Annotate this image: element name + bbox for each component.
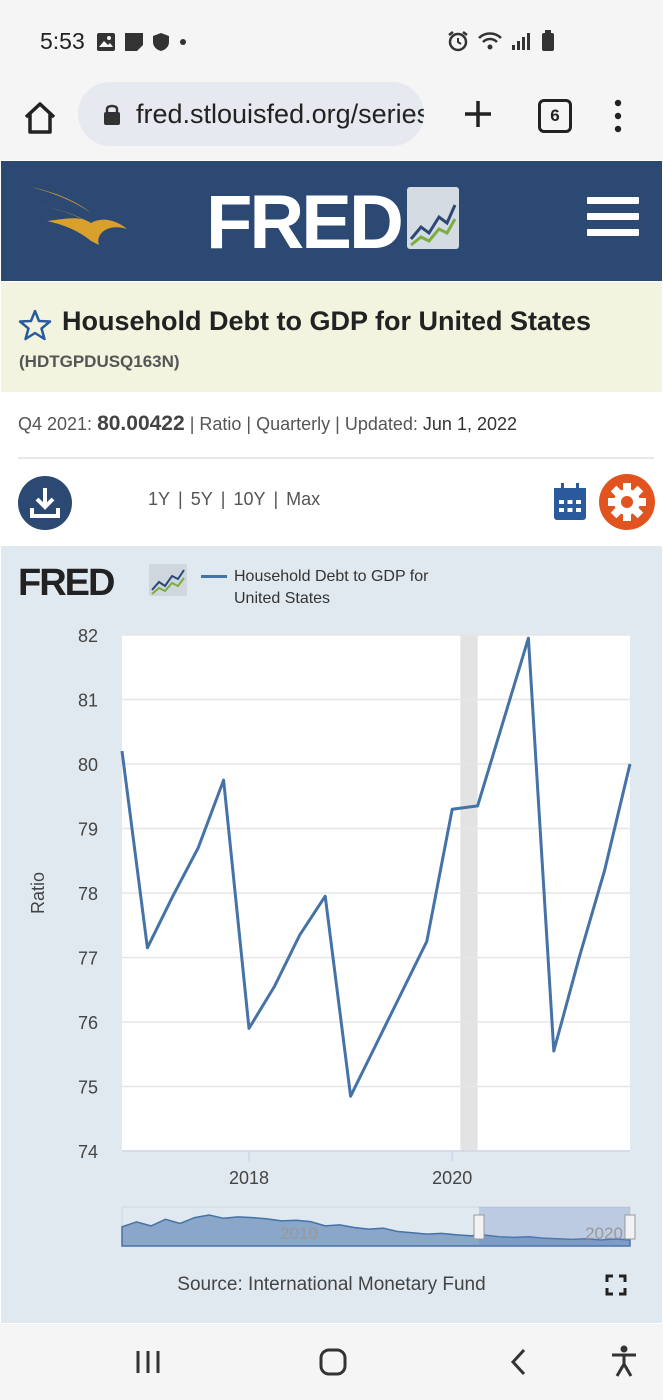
dot-icon: [180, 39, 186, 45]
fullscreen-icon[interactable]: [605, 1274, 627, 1296]
y-tick-label: 77: [78, 949, 98, 969]
recent-apps-icon[interactable]: [134, 1348, 162, 1376]
shield-icon: [153, 33, 169, 51]
more-vert-icon[interactable]: [608, 98, 628, 134]
range-max-button[interactable]: Max: [286, 489, 321, 509]
y-tick-label: 82: [78, 626, 98, 646]
hamburger-menu-icon[interactable]: [587, 197, 639, 245]
updated-date: Jun 1, 2022: [422, 414, 517, 434]
fred-chart-logo-icon: [407, 187, 459, 249]
gallery-icon: [97, 33, 115, 51]
address-bar[interactable]: fred.stlouisfed.org/series/HDTGPDUSQ163N: [78, 82, 424, 146]
navigator-handle[interactable]: [473, 1214, 485, 1240]
note-icon: [125, 33, 143, 51]
range-separator: |: [178, 489, 183, 509]
chart-area: FRED Household Debt to GDP for United St…: [1, 546, 662, 1323]
signal-icon: [512, 33, 530, 50]
x-tick-label: 2020: [432, 1168, 472, 1188]
x-tick-label: 2018: [229, 1168, 269, 1188]
y-tick-label: 79: [78, 820, 98, 840]
range-10y-button[interactable]: 10Y: [233, 489, 266, 509]
frequency: Quarterly: [256, 414, 331, 434]
legend-swatch: [201, 575, 227, 578]
latest-value: 80.00422: [97, 412, 185, 435]
range-separator: |: [220, 489, 226, 509]
navigator-selection: [479, 1207, 630, 1246]
navigator-series: [121, 1214, 631, 1247]
download-icon: [30, 488, 60, 518]
system-nav-bar: [0, 1324, 663, 1400]
navigator-label: 2020: [585, 1224, 623, 1243]
navigator-label: 2010: [280, 1224, 318, 1243]
y-tick-label: 78: [78, 884, 98, 904]
settings-button[interactable]: [599, 474, 655, 530]
back-icon[interactable]: [508, 1347, 530, 1377]
series-title-band: Household Debt to GDP for United States …: [1, 282, 662, 392]
divider: [18, 457, 654, 459]
fred-logo-text[interactable]: FRED: [206, 180, 404, 265]
status-time: 5:53: [40, 28, 85, 54]
home-nav-icon[interactable]: [318, 1347, 348, 1377]
line-chart[interactable]: 74 75 76 77 78 79 80 81 82 2018 2020 Ratio 2010 2020: [1, 546, 662, 1256]
accessibility-icon[interactable]: [609, 1344, 639, 1378]
fred-chart-logo-icon: [149, 564, 187, 596]
y-tick-label: 81: [78, 691, 98, 711]
series-id: (HDTGPDUSQ163N): [19, 352, 180, 371]
battery-icon: [542, 30, 554, 51]
navigator-handle[interactable]: [624, 1214, 636, 1240]
eagle-logo-icon[interactable]: [29, 183, 131, 251]
gear-icon: [608, 483, 646, 521]
legend-label[interactable]: Household Debt to GDP for United States: [234, 568, 429, 607]
y-tick-label: 80: [78, 755, 98, 775]
series-meta: Q4 2021: 80.00422 | Ratio | Quarterly | …: [18, 412, 517, 435]
updated-label: Updated:: [344, 414, 418, 434]
browser-toolbar: fred.stlouisfed.org/series/HDTGPDUSQ163N…: [0, 82, 663, 160]
range-selector: 1Y | 5Y | 10Y | Max: [148, 489, 320, 510]
site-header: FRED: [1, 161, 662, 281]
download-button[interactable]: [18, 476, 72, 530]
tab-switcher-button[interactable]: 6: [538, 99, 572, 133]
y-tick-label: 76: [78, 1013, 98, 1033]
units: Ratio: [199, 414, 242, 434]
url-text: fred.stlouisfed.org/series/HDTGPDUSQ163N: [136, 99, 424, 129]
y-tick-label: 75: [78, 1078, 98, 1098]
calendar-icon[interactable]: [552, 482, 588, 522]
y-tick-label: 74: [78, 1142, 98, 1162]
alarm-icon: [448, 31, 468, 52]
y-axis-label: Ratio: [28, 872, 48, 914]
chart-fred-logo: FRED: [18, 562, 115, 604]
period-label: Q4 2021:: [18, 414, 93, 434]
range-5y-button[interactable]: 5Y: [190, 489, 213, 509]
home-icon[interactable]: [20, 98, 60, 138]
star-icon[interactable]: [18, 308, 52, 342]
range-1y-button[interactable]: 1Y: [148, 489, 171, 509]
range-separator: |: [273, 489, 279, 509]
plus-icon[interactable]: [460, 96, 496, 132]
lock-icon: [104, 104, 120, 125]
page-title: Household Debt to GDP for United States: [62, 306, 592, 336]
status-bar: 5:53: [0, 0, 663, 82]
wifi-icon: [478, 32, 502, 50]
source-text: Source: International Monetary Fund: [177, 1274, 486, 1295]
